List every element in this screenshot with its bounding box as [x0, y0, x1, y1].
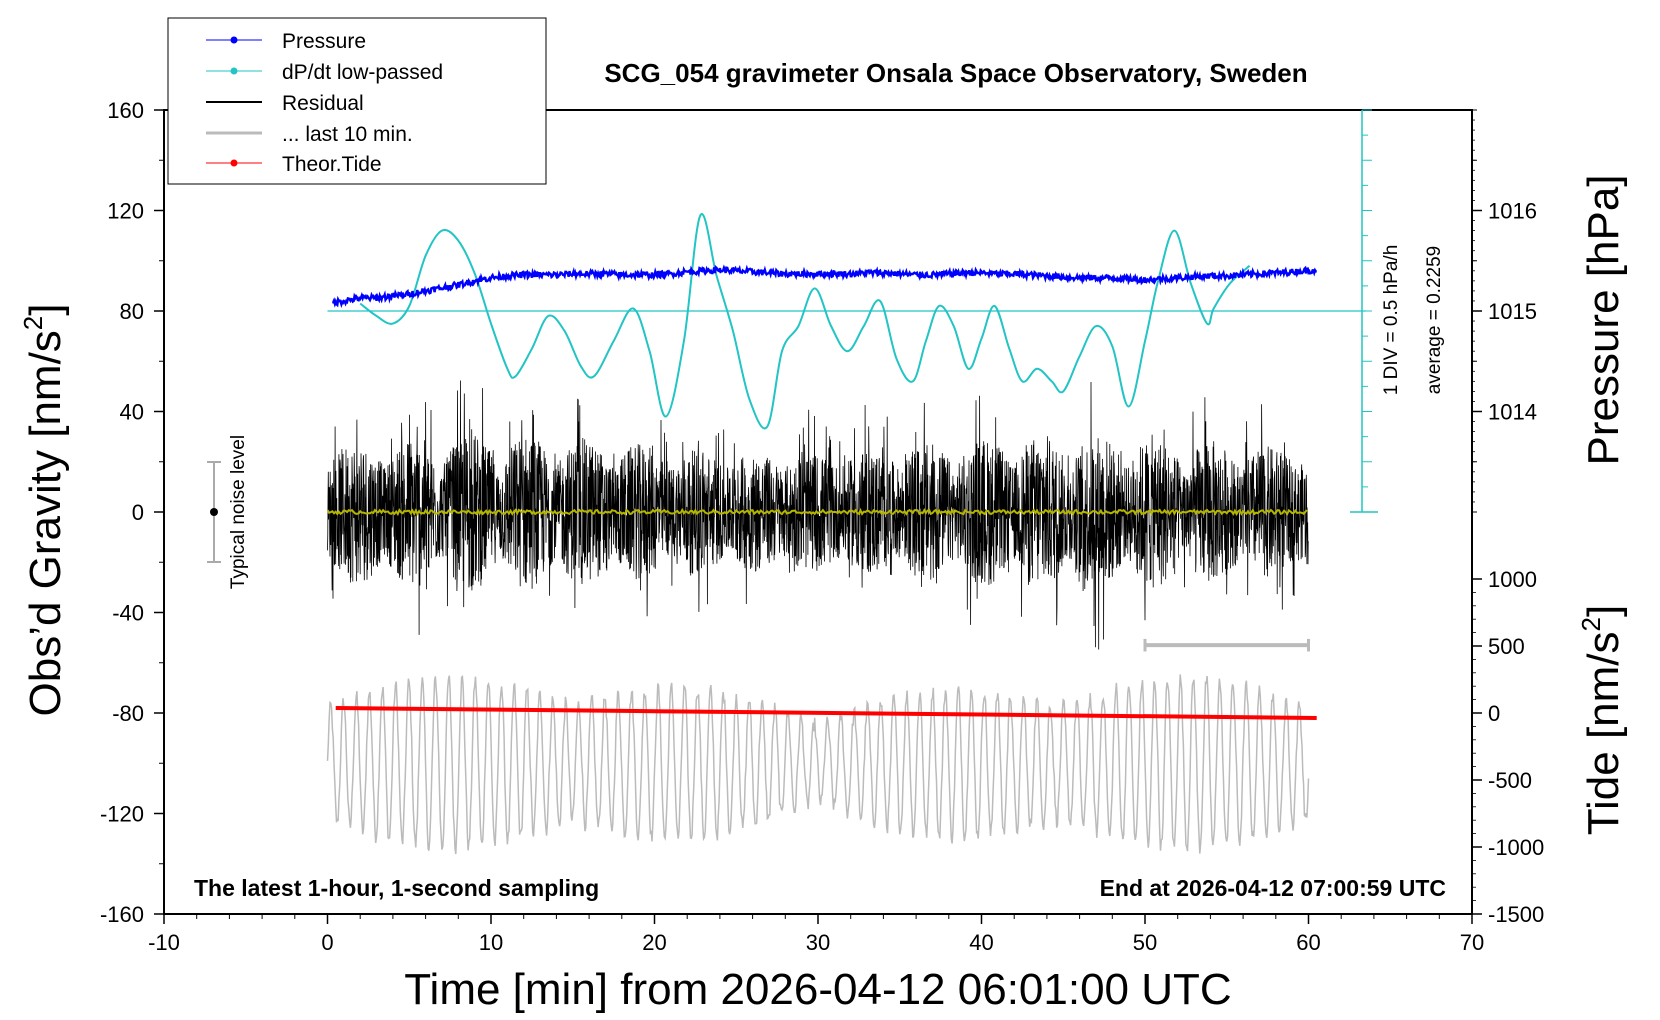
last-10-min-trace: [326, 674, 1310, 855]
tide-tick-label: 500: [1488, 634, 1525, 659]
scale-label-average: average = 0.2259: [1424, 246, 1445, 394]
y-tick-label: 40: [120, 400, 144, 425]
legend: Pressure dP/dt low-passed Residual ... l…: [167, 17, 547, 185]
annotation-end-time: End at 2026-04-12 07:00:59 UTC: [1100, 875, 1446, 901]
pressure-tick-label: 1014: [1488, 400, 1537, 425]
legend-label-pressure: Pressure: [282, 30, 366, 53]
pressure-trace: [331, 264, 1317, 309]
residual-trace: [327, 380, 1309, 650]
traces-layer: [326, 213, 1366, 855]
dpdt-trace: [359, 213, 1251, 430]
legend-item-last10: ... last 10 min.: [206, 123, 413, 146]
x-axis-label: Time [min] from 2026-04-12 06:01:00 UTC: [404, 965, 1231, 1014]
y-axis-label-tide: Tide [nm/s2]: [1576, 605, 1628, 835]
tide-tick-label: 0: [1488, 701, 1500, 726]
x-tick-label: 70: [1460, 930, 1484, 955]
x-tick-label: 60: [1296, 930, 1320, 955]
x-tick-label: 10: [479, 930, 503, 955]
noise-level-indicator: Typical noise level: [207, 435, 249, 589]
legend-item-tide: Theor.Tide: [206, 153, 382, 176]
y-label-tide-main: Tide [nm/s: [1579, 631, 1628, 835]
x-tick-label: 40: [969, 930, 993, 955]
x-tick-label: 50: [1133, 930, 1157, 955]
y-label-left-sup: 2: [18, 316, 48, 330]
y-label-left-main: Obs’d Gravity [nm/s: [21, 330, 70, 716]
legend-label-last10: ... last 10 min.: [282, 123, 413, 146]
annotation-sampling: The latest 1-hour, 1-second sampling: [194, 875, 599, 901]
legend-item-residual: Residual: [206, 92, 364, 115]
residual-lowpass-trace: [326, 507, 1308, 517]
legend-item-pressure: Pressure: [206, 30, 366, 53]
y-axis-label-left: Obs’d Gravity [nm/s2]: [18, 303, 70, 716]
x-tick-label: 0: [321, 930, 333, 955]
legend-item-dpdt: dP/dt low-passed: [206, 61, 443, 84]
y-tick-label: 80: [120, 299, 144, 324]
legend-marker-tide: [230, 159, 238, 167]
y-tick-label: 0: [132, 500, 144, 525]
legend-label-dpdt: dP/dt low-passed: [282, 61, 443, 84]
noise-dot: [210, 508, 218, 516]
y-tick-label: -120: [100, 802, 144, 827]
y-tick-label: -40: [112, 601, 144, 626]
y-tick-label: -80: [112, 701, 144, 726]
tide-tick-label: -1500: [1488, 902, 1544, 927]
y-tick-label: -160: [100, 902, 144, 927]
y-tick-label: 160: [107, 98, 144, 123]
y-label-tide-end: ]: [1579, 605, 1628, 617]
chart-title: SCG_054 gravimeter Onsala Space Observat…: [604, 58, 1307, 88]
x-tick-label: 30: [806, 930, 830, 955]
axes-layer: -10 0 10 20 30 40 50 60 70 160 120 80 40 0 -40 -80 -120 -…: [100, 98, 1544, 955]
tide-tick-label: 1000: [1488, 567, 1537, 592]
legend-marker-pressure: [230, 36, 238, 44]
tide-tick-label: -500: [1488, 768, 1532, 793]
x-tick-label: 20: [642, 930, 666, 955]
x-tick-label: -10: [148, 930, 180, 955]
scale-label-div: 1 DIV = 0.5 hPa/h: [1381, 245, 1402, 396]
y-label-tide-sup: 2: [1576, 617, 1606, 631]
legend-label-residual: Residual: [282, 92, 364, 115]
y-tick-label: 120: [107, 199, 144, 224]
noise-label: Typical noise level: [228, 435, 249, 589]
y-axis-label-pressure: Pressure [hPa]: [1579, 174, 1628, 465]
tide-trace: [335, 706, 1317, 720]
y-label-left-end: ]: [21, 303, 70, 315]
pressure-tick-label: 1016: [1488, 199, 1537, 224]
tide-tick-label: -1000: [1488, 835, 1544, 860]
pressure-tick-label: 1015: [1488, 299, 1537, 324]
legend-label-tide: Theor.Tide: [282, 153, 382, 176]
legend-marker-dpdt: [230, 67, 238, 75]
